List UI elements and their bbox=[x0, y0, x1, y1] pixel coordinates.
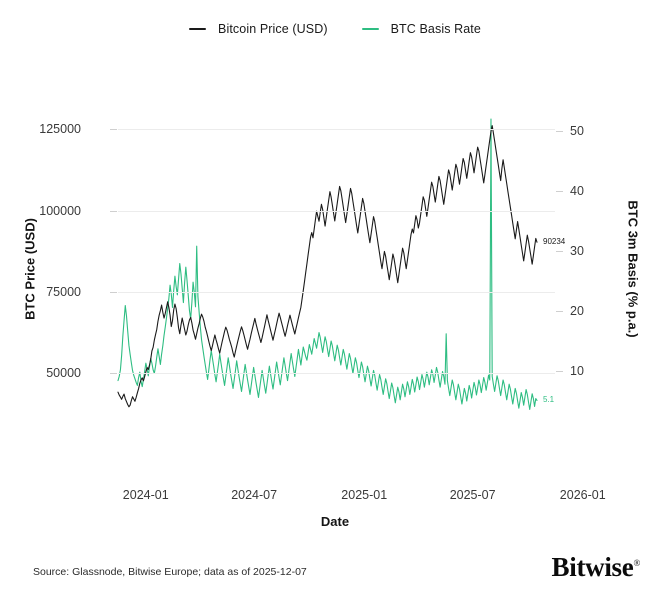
y-axis-tickmark bbox=[110, 291, 117, 293]
legend-label-btc-basis-rate: BTC Basis Rate bbox=[390, 22, 481, 36]
y2-axis-tick-2: 30 bbox=[570, 244, 584, 258]
end-label-bitcoin-price: 90234 bbox=[543, 237, 566, 247]
y2-axis-tickmark bbox=[556, 191, 563, 192]
legend-label-bitcoin-price: Bitcoin Price (USD) bbox=[218, 22, 328, 36]
y-axis-title: BTC Price (USD) bbox=[22, 218, 38, 320]
y-axis-tick-1: 75000 bbox=[46, 284, 81, 299]
series-lines bbox=[117, 118, 538, 410]
x-axis-title: Date bbox=[320, 514, 350, 529]
y2-axis-tick-3: 40 bbox=[570, 184, 584, 198]
y-axis-tick-0: 50000 bbox=[46, 366, 81, 380]
y2-axis-tick-0: 10 bbox=[570, 364, 584, 378]
line-btc-basis-rate bbox=[117, 118, 538, 410]
gridline bbox=[118, 291, 555, 293]
y2-axis-tickmark bbox=[556, 311, 563, 312]
y-axis-tickmark bbox=[110, 129, 117, 131]
source-note: Source: Glassnode, Bitwise Europe; data … bbox=[33, 566, 307, 578]
end-label-btc-basis-rate: 5.1 bbox=[543, 395, 555, 405]
plot-area bbox=[117, 113, 555, 425]
x-axis-tick-3: 2025-07 bbox=[449, 488, 496, 502]
y-axis-tick-3: 125000 bbox=[39, 122, 81, 137]
bitwise-wordmark: Bitwise bbox=[551, 552, 634, 582]
y2-axis-tickmark bbox=[556, 131, 563, 132]
chart-legend: Bitcoin Price (USD) BTC Basis Rate bbox=[0, 22, 670, 36]
legend-item-bitcoin-price[interactable]: Bitcoin Price (USD) bbox=[189, 22, 328, 36]
dash-icon bbox=[189, 28, 207, 30]
y2-axis-tick-4: 50 bbox=[570, 124, 584, 138]
y-axis-tickmark bbox=[110, 210, 117, 212]
y2-axis-tick-1: 20 bbox=[570, 304, 584, 318]
gridline bbox=[118, 129, 555, 131]
x-axis-tick-1: 2024-07 bbox=[231, 488, 278, 502]
dash-icon bbox=[361, 28, 379, 30]
gridline bbox=[118, 210, 555, 212]
legend-item-btc-basis-rate[interactable]: BTC Basis Rate bbox=[361, 22, 481, 36]
y2-axis-tickmark bbox=[556, 251, 563, 252]
y-axis-tickmark bbox=[110, 373, 117, 374]
x-axis-tick-0: 2024-01 bbox=[122, 488, 169, 502]
y2-axis-tickmark bbox=[556, 371, 563, 372]
registered-mark: ® bbox=[633, 558, 640, 568]
y2-axis-title: BTC 3m Basis (% p.a.) bbox=[625, 200, 641, 338]
x-axis-tick-4: 2026-01 bbox=[559, 488, 606, 502]
gridline bbox=[118, 373, 555, 374]
y-axis-tick-2: 100000 bbox=[39, 203, 81, 218]
line-bitcoin-price bbox=[117, 125, 538, 408]
bitwise-logo: Bitwise® bbox=[551, 552, 641, 583]
x-axis-tick-2: 2025-01 bbox=[341, 488, 388, 502]
